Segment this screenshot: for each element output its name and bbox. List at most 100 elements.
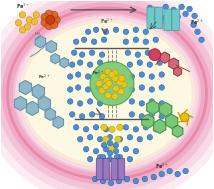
Circle shape — [133, 126, 139, 132]
Circle shape — [100, 154, 106, 160]
Circle shape — [157, 60, 162, 65]
Circle shape — [67, 87, 73, 92]
Circle shape — [183, 168, 188, 174]
Circle shape — [101, 124, 107, 130]
FancyBboxPatch shape — [155, 7, 162, 29]
Text: Fe$^{2+}$: Fe$^{2+}$ — [92, 69, 105, 78]
Polygon shape — [38, 96, 50, 110]
FancyBboxPatch shape — [147, 7, 155, 29]
Polygon shape — [160, 102, 172, 116]
Circle shape — [100, 73, 106, 80]
Circle shape — [121, 81, 127, 88]
Polygon shape — [142, 114, 154, 128]
Circle shape — [115, 136, 121, 143]
Circle shape — [159, 85, 165, 90]
Circle shape — [123, 125, 129, 130]
Polygon shape — [169, 58, 178, 69]
Circle shape — [127, 134, 133, 140]
Circle shape — [105, 68, 111, 75]
Polygon shape — [35, 36, 46, 48]
Circle shape — [73, 39, 79, 45]
Circle shape — [79, 52, 85, 57]
Text: Fe$^{2+}$: Fe$^{2+}$ — [190, 18, 204, 27]
Circle shape — [95, 85, 101, 90]
Circle shape — [90, 62, 134, 105]
Circle shape — [113, 148, 119, 154]
Circle shape — [133, 27, 139, 33]
Circle shape — [45, 22, 53, 30]
Circle shape — [175, 171, 180, 177]
Circle shape — [93, 125, 99, 130]
Circle shape — [191, 22, 196, 28]
Circle shape — [107, 150, 113, 156]
Circle shape — [107, 140, 113, 146]
Circle shape — [91, 39, 97, 45]
Polygon shape — [45, 108, 55, 120]
Circle shape — [19, 27, 26, 33]
Circle shape — [45, 10, 53, 18]
Circle shape — [118, 74, 124, 81]
Circle shape — [97, 154, 103, 160]
Circle shape — [77, 101, 83, 106]
Circle shape — [149, 99, 155, 104]
FancyBboxPatch shape — [103, 158, 110, 180]
Polygon shape — [166, 114, 178, 128]
Circle shape — [167, 168, 172, 174]
Polygon shape — [19, 81, 31, 94]
Circle shape — [129, 99, 135, 104]
Circle shape — [85, 74, 91, 79]
Circle shape — [116, 178, 122, 184]
Circle shape — [117, 154, 123, 160]
Circle shape — [103, 29, 109, 35]
FancyBboxPatch shape — [164, 9, 171, 31]
Ellipse shape — [18, 19, 196, 168]
Circle shape — [153, 126, 159, 132]
Circle shape — [143, 29, 149, 35]
Circle shape — [112, 93, 118, 100]
Circle shape — [175, 14, 180, 20]
Circle shape — [107, 156, 113, 162]
Circle shape — [105, 92, 111, 99]
Circle shape — [109, 126, 115, 132]
Circle shape — [137, 60, 143, 65]
Circle shape — [145, 50, 151, 55]
Circle shape — [15, 20, 22, 26]
Circle shape — [125, 50, 131, 55]
Polygon shape — [174, 67, 181, 76]
Circle shape — [142, 176, 148, 182]
Circle shape — [75, 72, 81, 77]
Circle shape — [24, 24, 31, 30]
Circle shape — [133, 178, 139, 184]
Circle shape — [123, 146, 129, 152]
Circle shape — [67, 74, 73, 79]
Circle shape — [127, 156, 133, 162]
Circle shape — [133, 37, 139, 43]
Circle shape — [129, 74, 135, 79]
Circle shape — [103, 83, 109, 90]
Circle shape — [179, 4, 184, 10]
Circle shape — [187, 6, 192, 12]
Circle shape — [129, 112, 135, 117]
Circle shape — [149, 87, 155, 92]
Circle shape — [41, 19, 49, 26]
Circle shape — [31, 19, 37, 25]
Circle shape — [159, 114, 165, 119]
Circle shape — [85, 29, 91, 35]
Circle shape — [93, 148, 99, 154]
Circle shape — [113, 143, 119, 148]
Circle shape — [101, 37, 107, 43]
FancyBboxPatch shape — [96, 158, 103, 180]
Circle shape — [103, 136, 109, 143]
Circle shape — [139, 101, 145, 106]
Circle shape — [104, 77, 110, 84]
Polygon shape — [53, 116, 63, 128]
Text: HO: HO — [34, 32, 40, 36]
Circle shape — [147, 134, 153, 140]
Circle shape — [101, 143, 107, 148]
Circle shape — [85, 87, 91, 92]
Circle shape — [26, 17, 33, 23]
Circle shape — [83, 146, 89, 152]
Circle shape — [133, 148, 139, 154]
Circle shape — [153, 37, 159, 43]
Circle shape — [87, 156, 93, 162]
